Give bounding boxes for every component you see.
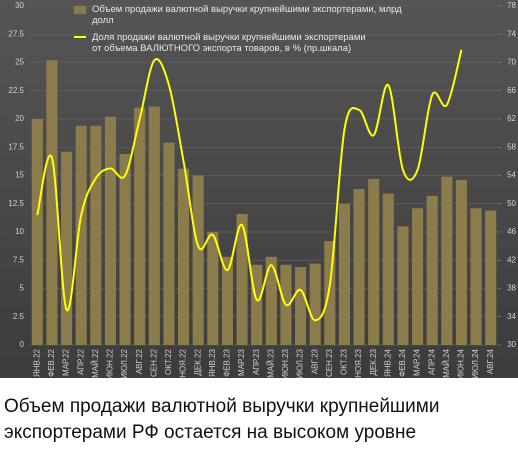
x-tick-label: МАР.22 [62, 348, 71, 375]
y-tick-label: 12.5 [8, 199, 24, 208]
bar [309, 263, 321, 345]
y-tick-label: 10 [15, 227, 24, 236]
y2-tick-label: 70 [507, 58, 516, 67]
bar [426, 195, 438, 345]
y-tick-label: 30 [15, 1, 24, 10]
legend-label: Объем продажи валютной выручки крупнейши… [92, 4, 402, 26]
x-tick-label: МАЙ.22 [91, 348, 100, 377]
bar [31, 119, 43, 345]
y2-tick-label: 46 [507, 227, 516, 236]
x-tick-label: АВГ.24 [486, 348, 495, 374]
x-tick-label: МАЙ.24 [442, 348, 451, 377]
y-tick-label: 20 [15, 114, 24, 123]
x-tick-label: ИЮЛ.24 [471, 348, 480, 378]
legend-swatch [74, 6, 86, 14]
bar [412, 208, 424, 345]
x-tick-label: МАР.23 [237, 348, 246, 375]
x-tick-label: ДЕК.23 [369, 348, 378, 375]
caption: Объем продажи валютной выручки крупнейши… [4, 396, 440, 443]
y-tick-label: 2.5 [13, 312, 25, 321]
bar [90, 125, 102, 345]
bar [485, 210, 497, 345]
bar [119, 154, 131, 345]
bar [163, 142, 175, 345]
legend-label: Доля продажи валютной выручки крупнейшим… [92, 32, 366, 54]
x-tick-label: ОКТ.22 [164, 348, 173, 375]
bar [455, 180, 467, 345]
bar [236, 213, 248, 345]
x-tick-label: ФЕВ.22 [47, 348, 56, 376]
bar [148, 106, 160, 345]
y2-tick-label: 50 [507, 199, 516, 208]
bar [75, 125, 87, 345]
y-tick-label: 25 [15, 58, 24, 67]
y-tick-label: 27.5 [8, 29, 24, 38]
y2-tick-label: 30 [507, 340, 516, 349]
bar [265, 256, 277, 345]
x-tick-label: ЯНВ.24 [383, 348, 392, 377]
chart: 0 2.5 5 7.5 10 12.5 15 17.5 20 22.5 25 27.5 30 30 34 38… [0, 0, 518, 378]
x-tick-label: СЕН.22 [149, 348, 158, 377]
y2-tick-label: 54 [507, 171, 516, 180]
x-tick-label: МАЙ.23 [266, 348, 275, 377]
x-tick-label: ИЮН.22 [106, 348, 115, 378]
bar [382, 193, 394, 345]
y2-tick-label: 58 [507, 142, 516, 151]
bar [104, 116, 116, 346]
y-tick-label: 15 [15, 171, 24, 180]
x-tick-label: НОЯ.23 [354, 348, 363, 377]
x-tick-label: ИЮН.23 [281, 348, 290, 378]
x-tick-label: ЯНВ.23 [208, 348, 217, 377]
bar [134, 107, 146, 345]
x-tick-label: ЯНВ.22 [32, 348, 41, 377]
x-tick-label: ИЮЛ.22 [120, 348, 129, 378]
x-tick-label: ФЕВ.23 [223, 348, 232, 376]
bar [338, 203, 350, 345]
bar [221, 256, 233, 345]
y-tick-label: 7.5 [13, 255, 25, 264]
bar [192, 175, 204, 345]
bar [324, 241, 336, 345]
x-tick-label: АПР.24 [427, 348, 436, 374]
bar [368, 178, 380, 345]
legend-item: Объем продажи валютной выручки крупнейши… [74, 4, 414, 26]
bar [207, 232, 219, 345]
bar [353, 189, 365, 345]
x-tick-label: АВГ.23 [310, 348, 319, 374]
y2-tick-label: 38 [507, 284, 516, 293]
x-tick-label: АПР.23 [252, 348, 261, 374]
bar [397, 226, 409, 345]
y2-tick-label: 42 [507, 255, 516, 264]
x-tick-label: ФЕВ.24 [398, 348, 407, 376]
x-tick-label: ДЕК.22 [193, 348, 202, 375]
bar [470, 208, 482, 345]
x-tick-label: ИЮН.24 [457, 348, 466, 378]
y2-tick-label: 74 [507, 29, 516, 38]
x-tick-label: АВГ.22 [135, 348, 144, 374]
x-tick-label: СЕН.23 [325, 348, 334, 377]
y2-tick-label: 78 [507, 1, 516, 10]
bar [46, 60, 58, 346]
bar [178, 168, 190, 345]
y2-tick-label: 34 [507, 312, 516, 321]
y-tick-label: 0 [20, 340, 25, 349]
bar [441, 176, 453, 345]
y-tick-label: 22.5 [8, 86, 24, 95]
x-tick-label: МАР.24 [413, 348, 422, 375]
x-tick-label: ОКТ.23 [340, 348, 349, 375]
bar [295, 267, 307, 345]
y-tick-label: 17.5 [8, 142, 24, 151]
x-tick-label: НОЯ.22 [179, 348, 188, 377]
legend-swatch [74, 36, 86, 38]
bar [251, 264, 263, 345]
legend-item: Доля продажи валютной выручки крупнейшим… [74, 32, 374, 54]
bar [61, 151, 73, 345]
y2-tick-label: 66 [507, 86, 516, 95]
line [36, 49, 463, 322]
x-tick-label: ИЮЛ.23 [296, 348, 305, 378]
x-tick-label: АПР.22 [76, 348, 85, 374]
y2-tick-label: 62 [507, 114, 516, 123]
y-tick-label: 5 [20, 284, 25, 293]
